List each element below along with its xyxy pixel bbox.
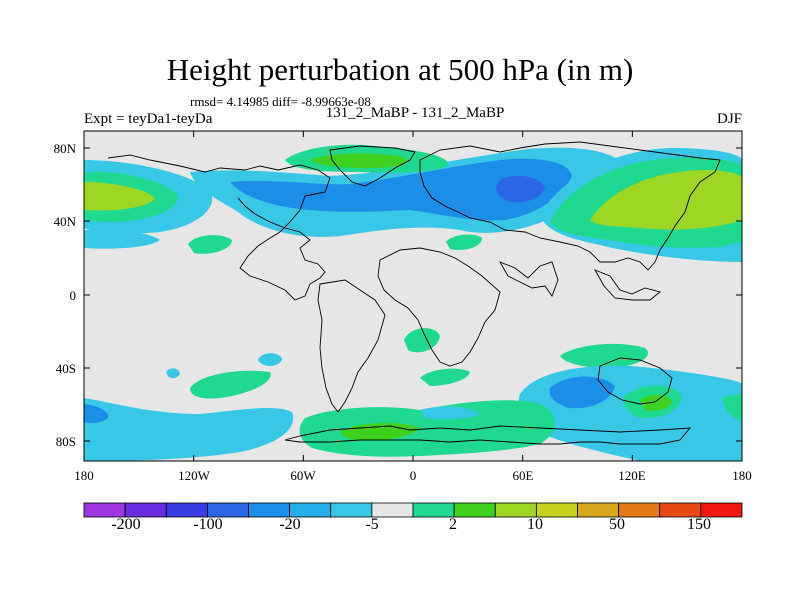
anomaly-region <box>84 229 160 249</box>
colorbar-swatch <box>124 502 167 518</box>
colorbar-label: 10 <box>527 516 543 533</box>
coastline-greenland <box>329 145 416 187</box>
colorbar-label: -200 <box>111 516 141 533</box>
anomaly-region <box>496 175 545 203</box>
anomaly-region <box>640 394 672 411</box>
colorbar-swatch <box>618 502 661 518</box>
colorbar-swatch <box>206 502 249 518</box>
anomaly-region <box>404 328 440 353</box>
colorbar-label: -20 <box>279 516 301 533</box>
colorbar-label: -5 <box>365 516 379 533</box>
experiment-label: Expt = teyDa1-teyDa <box>84 111 213 127</box>
y-tick-label: 40S <box>55 361 76 376</box>
season-label: DJF <box>716 111 742 127</box>
colorbar-swatch <box>371 502 414 518</box>
anomaly-region <box>230 158 572 221</box>
anomaly-region <box>420 406 480 420</box>
colorbar-swatch <box>248 502 291 518</box>
y-tick-label: 80N <box>53 141 76 156</box>
coastlines <box>107 141 721 445</box>
anomaly-region <box>560 343 649 368</box>
anomaly-region <box>84 398 294 461</box>
colorbar-swatch <box>659 502 702 518</box>
anomaly-region <box>258 353 282 366</box>
x-tick-label: 60E <box>512 468 534 483</box>
colorbar-swatch <box>535 502 578 518</box>
anomaly-region <box>84 182 155 211</box>
x-tick-label: 60W <box>290 468 316 483</box>
plot-title: Height perturbation at 500 hPa (in m) <box>166 52 634 87</box>
anomaly-region <box>310 153 406 168</box>
colorbar-swatch <box>165 502 208 518</box>
colorbar-swatch <box>412 502 455 518</box>
rmsd-diff-stats: rmsd= 4.14985 diff= -8.99663e-08 <box>190 94 371 109</box>
colorbar-swatch <box>83 502 126 518</box>
coastline-australia <box>597 357 673 405</box>
coastline-antarctica <box>284 425 692 445</box>
colorbar-swatch <box>453 502 496 518</box>
x-tick-label: 180 <box>732 468 752 483</box>
anomaly-region <box>590 170 742 230</box>
x-tick-label: 120E <box>618 468 646 483</box>
colorbar-swatch <box>289 502 332 518</box>
colorbar <box>83 502 743 518</box>
coastline-africa <box>377 247 501 367</box>
coastline-arabia-india <box>498 261 559 297</box>
axis-ticks <box>83 131 743 461</box>
anomaly-region <box>341 422 420 441</box>
coastline-southeast-asia <box>593 269 661 301</box>
contour-fills <box>84 144 742 461</box>
colorbar-swatch <box>700 502 743 518</box>
anomaly-region <box>420 368 470 386</box>
y-tick-label: 0 <box>69 288 77 303</box>
anomaly-region <box>722 242 742 262</box>
colorbar-swatch <box>330 502 373 518</box>
x-tick-label: 180 <box>74 468 94 483</box>
anomaly-region <box>166 368 180 379</box>
anomaly-region <box>188 235 232 254</box>
colorbar-swatch <box>494 502 537 518</box>
anomaly-region <box>446 234 482 250</box>
coastline-eurasia <box>419 141 721 271</box>
run-comparison-label: 131_2_MaBP - 131_2_MaBP <box>325 105 505 121</box>
colorbar-label: 150 <box>687 516 711 533</box>
colorbar-label: -100 <box>193 516 223 533</box>
y-tick-label: 80S <box>55 434 76 449</box>
colorbar-swatch <box>577 502 620 518</box>
anomaly-region <box>84 404 109 424</box>
coastline-north-america <box>107 154 331 301</box>
anomaly-region <box>549 376 615 409</box>
x-tick-label: 0 <box>409 468 417 483</box>
colorbar-label: 2 <box>449 516 457 533</box>
y-tick-label: 40N <box>53 214 76 229</box>
x-tick-label: 120W <box>178 468 210 483</box>
coastline-south-america <box>317 279 386 413</box>
anomaly-region <box>722 394 742 420</box>
colorbar-label: 50 <box>609 516 625 533</box>
anomaly-region <box>190 370 271 399</box>
